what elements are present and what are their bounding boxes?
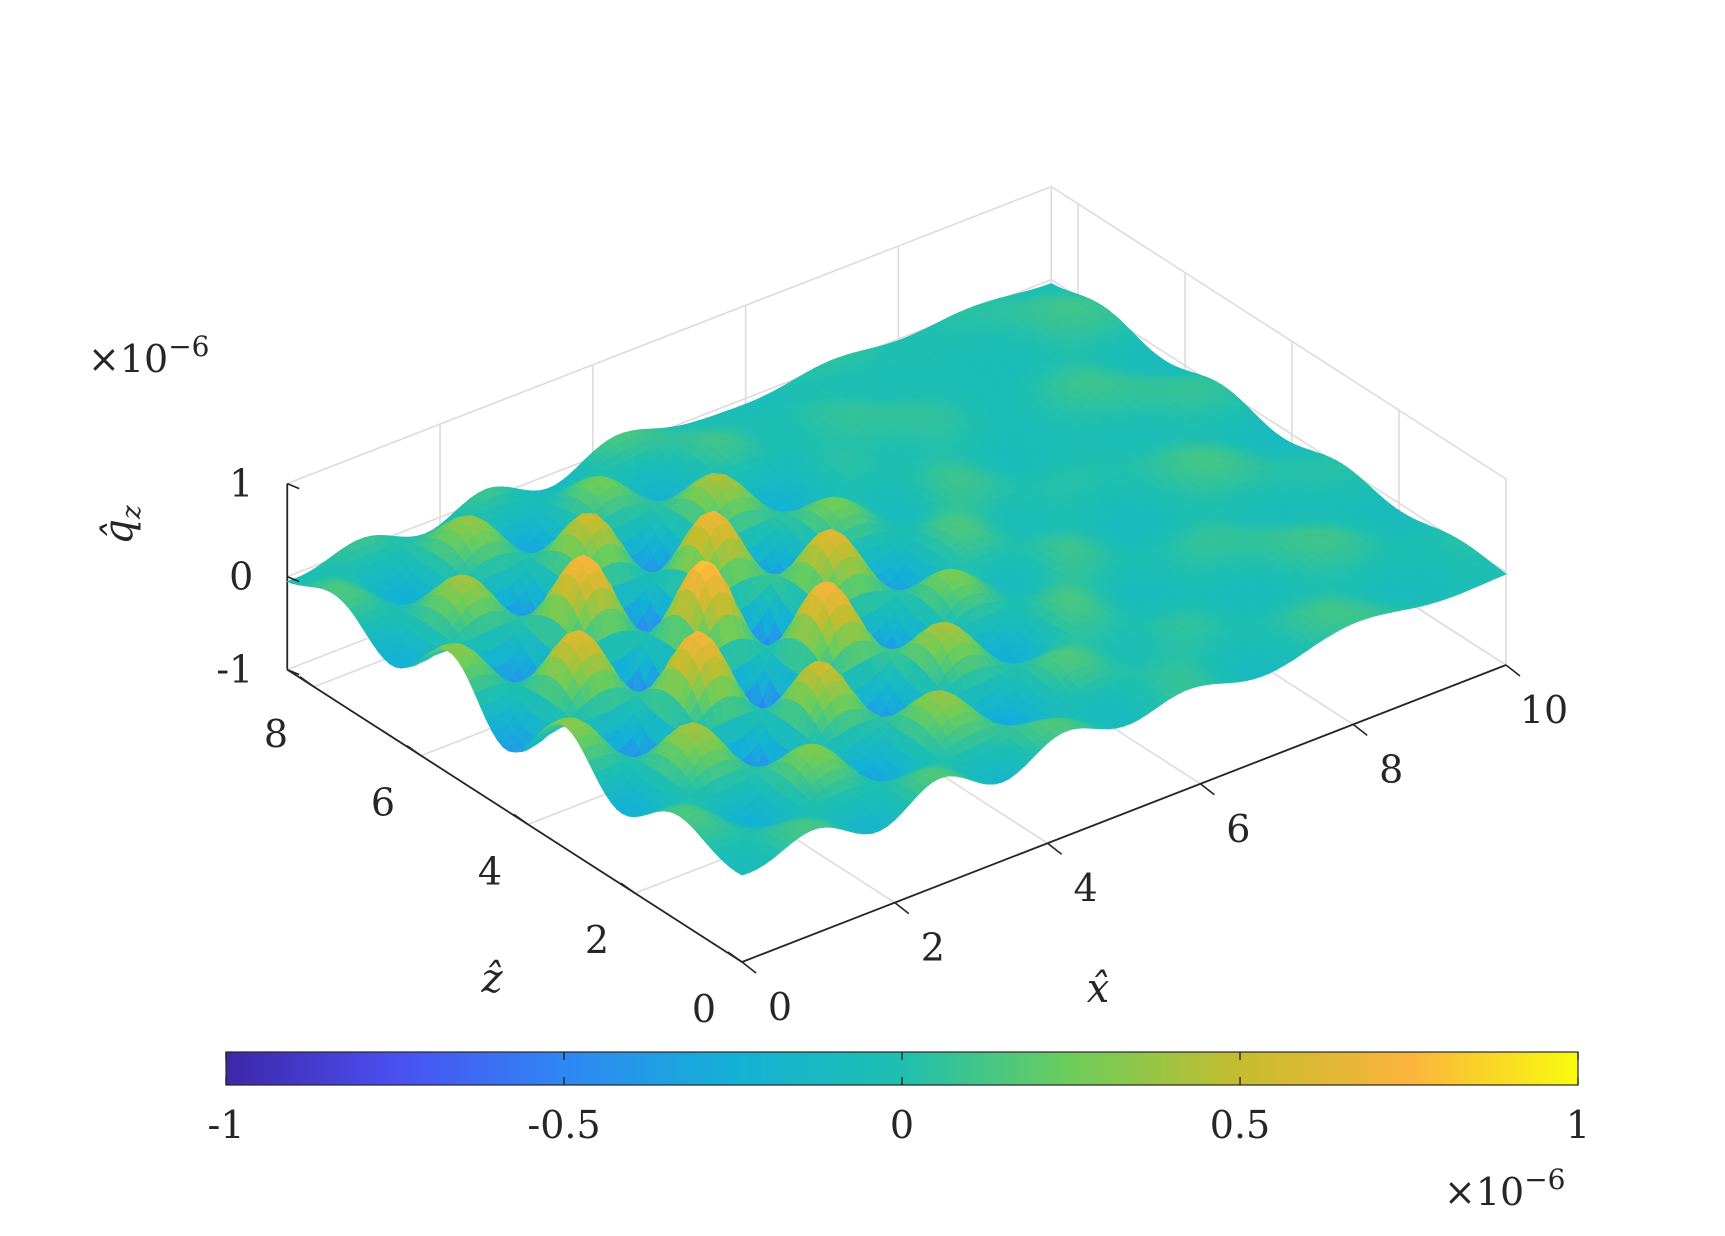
- surface: [285, 283, 1507, 876]
- x-axis-line: [741, 664, 1507, 963]
- grid-line: [1050, 185, 1507, 480]
- grid-line: [286, 185, 1052, 485]
